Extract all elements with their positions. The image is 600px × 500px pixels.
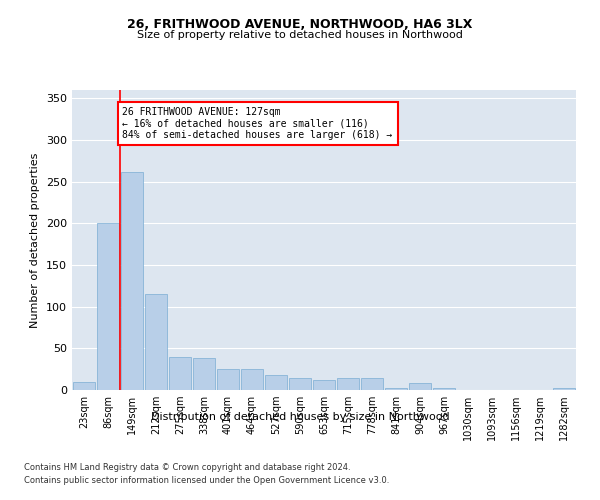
Bar	[553, 388, 575, 390]
Bar	[265, 375, 287, 390]
Bar	[73, 382, 95, 390]
Text: Distribution of detached houses by size in Northwood: Distribution of detached houses by size …	[151, 412, 449, 422]
Bar	[289, 378, 311, 390]
Bar	[193, 358, 215, 390]
Text: Contains public sector information licensed under the Open Government Licence v3: Contains public sector information licen…	[24, 476, 389, 485]
Text: 26 FRITHWOOD AVENUE: 127sqm
← 16% of detached houses are smaller (116)
84% of se: 26 FRITHWOOD AVENUE: 127sqm ← 16% of det…	[122, 106, 392, 140]
Bar	[385, 388, 407, 390]
Bar	[241, 369, 263, 390]
Bar	[361, 378, 383, 390]
Bar	[217, 369, 239, 390]
Bar	[433, 388, 455, 390]
Y-axis label: Number of detached properties: Number of detached properties	[31, 152, 40, 328]
Bar	[409, 382, 431, 390]
Text: 26, FRITHWOOD AVENUE, NORTHWOOD, HA6 3LX: 26, FRITHWOOD AVENUE, NORTHWOOD, HA6 3LX	[127, 18, 473, 30]
Bar	[169, 356, 191, 390]
Bar	[313, 380, 335, 390]
Bar	[145, 294, 167, 390]
Bar	[97, 224, 119, 390]
Text: Contains HM Land Registry data © Crown copyright and database right 2024.: Contains HM Land Registry data © Crown c…	[24, 464, 350, 472]
Text: Size of property relative to detached houses in Northwood: Size of property relative to detached ho…	[137, 30, 463, 40]
Bar	[337, 378, 359, 390]
Bar	[121, 172, 143, 390]
